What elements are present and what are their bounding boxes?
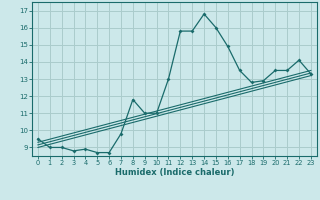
- X-axis label: Humidex (Indice chaleur): Humidex (Indice chaleur): [115, 168, 234, 177]
